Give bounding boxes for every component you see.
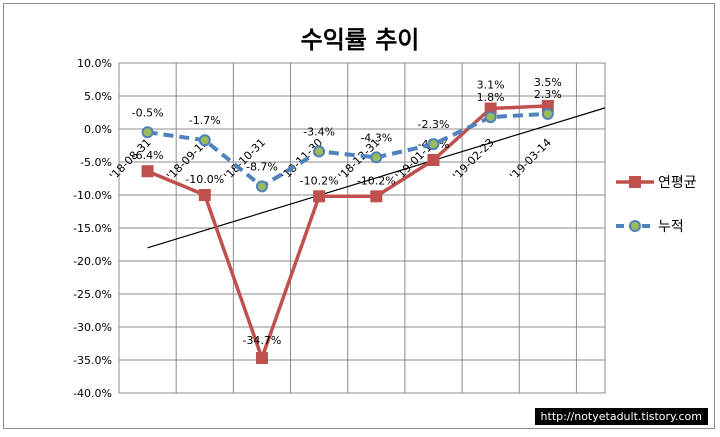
chart-frame: 수익률 추이 10.0% 5.0% 0.0% -5.0% -10.0% -15.0% -20…: [3, 3, 715, 429]
data-point: [484, 102, 497, 115]
data-label: -8.7%: [246, 160, 278, 173]
data-point: [198, 189, 211, 201]
data-label: 2.3%: [534, 88, 562, 101]
data-point: [370, 151, 383, 164]
data-point: [313, 145, 326, 158]
data-point: [484, 111, 497, 124]
plot-area: 10.0% 5.0% 0.0% -5.0% -10.0% -15.0% -20.0% -25.…: [73, 57, 606, 400]
data-label: -1.7%: [189, 114, 221, 127]
data-label: -34.7%: [242, 334, 281, 347]
data-point: [255, 352, 268, 365]
data-label: 3.1%: [477, 79, 505, 92]
data-point: [427, 154, 440, 167]
data-label: -6.4%: [132, 149, 164, 162]
trendline: [147, 107, 606, 249]
y-tick-label: -15.0%: [73, 222, 112, 235]
data-label: -10.2%: [357, 174, 396, 187]
data-label: -2.3%: [418, 118, 450, 131]
y-tick-label: -35.0%: [73, 354, 112, 367]
data-label: 3.5%: [534, 76, 562, 89]
legend-label: 연평균: [658, 175, 697, 191]
y-tick-label: -25.0%: [73, 288, 112, 301]
y-tick-label: -20.0%: [73, 255, 112, 268]
watermark: http://notyetadult.tistory.com: [534, 408, 708, 425]
y-tick-label: 10.0%: [77, 57, 112, 70]
data-point: [313, 190, 326, 203]
data-point: [141, 126, 154, 139]
data-label: -0.5%: [132, 106, 164, 119]
data-label: -10.0%: [185, 173, 224, 186]
chart-title: 수익률 추이: [301, 26, 420, 54]
data-point: [541, 107, 554, 120]
y-tick-label: 0.0%: [84, 123, 112, 136]
data-point: [141, 165, 154, 178]
data-point: [427, 138, 440, 151]
y-tick-label: -5.0%: [80, 156, 112, 169]
data-label: -10.2%: [300, 174, 339, 187]
line-chart: 수익률 추이 10.0% 5.0% 0.0% -5.0% -10.0% -15.0% -20…: [73, 26, 697, 400]
data-point: [370, 190, 383, 203]
data-label: 1.8%: [477, 91, 505, 104]
legend-label: 누적: [658, 219, 684, 235]
y-tick-label: -10.0%: [73, 189, 112, 202]
series-line-연평균: [146, 104, 548, 360]
data-point: [198, 134, 211, 147]
legend-marker: [629, 176, 641, 188]
legend-marker: [629, 220, 641, 232]
y-tick-label: 5.0%: [84, 90, 112, 103]
y-tick-label: -30.0%: [73, 321, 112, 334]
y-tick-label: -40.0%: [73, 387, 112, 400]
data-label: -3.4%: [303, 125, 335, 138]
data-label: -4.3%: [360, 131, 392, 144]
series-line-누적: [147, 111, 548, 189]
data-point: [255, 180, 268, 193]
